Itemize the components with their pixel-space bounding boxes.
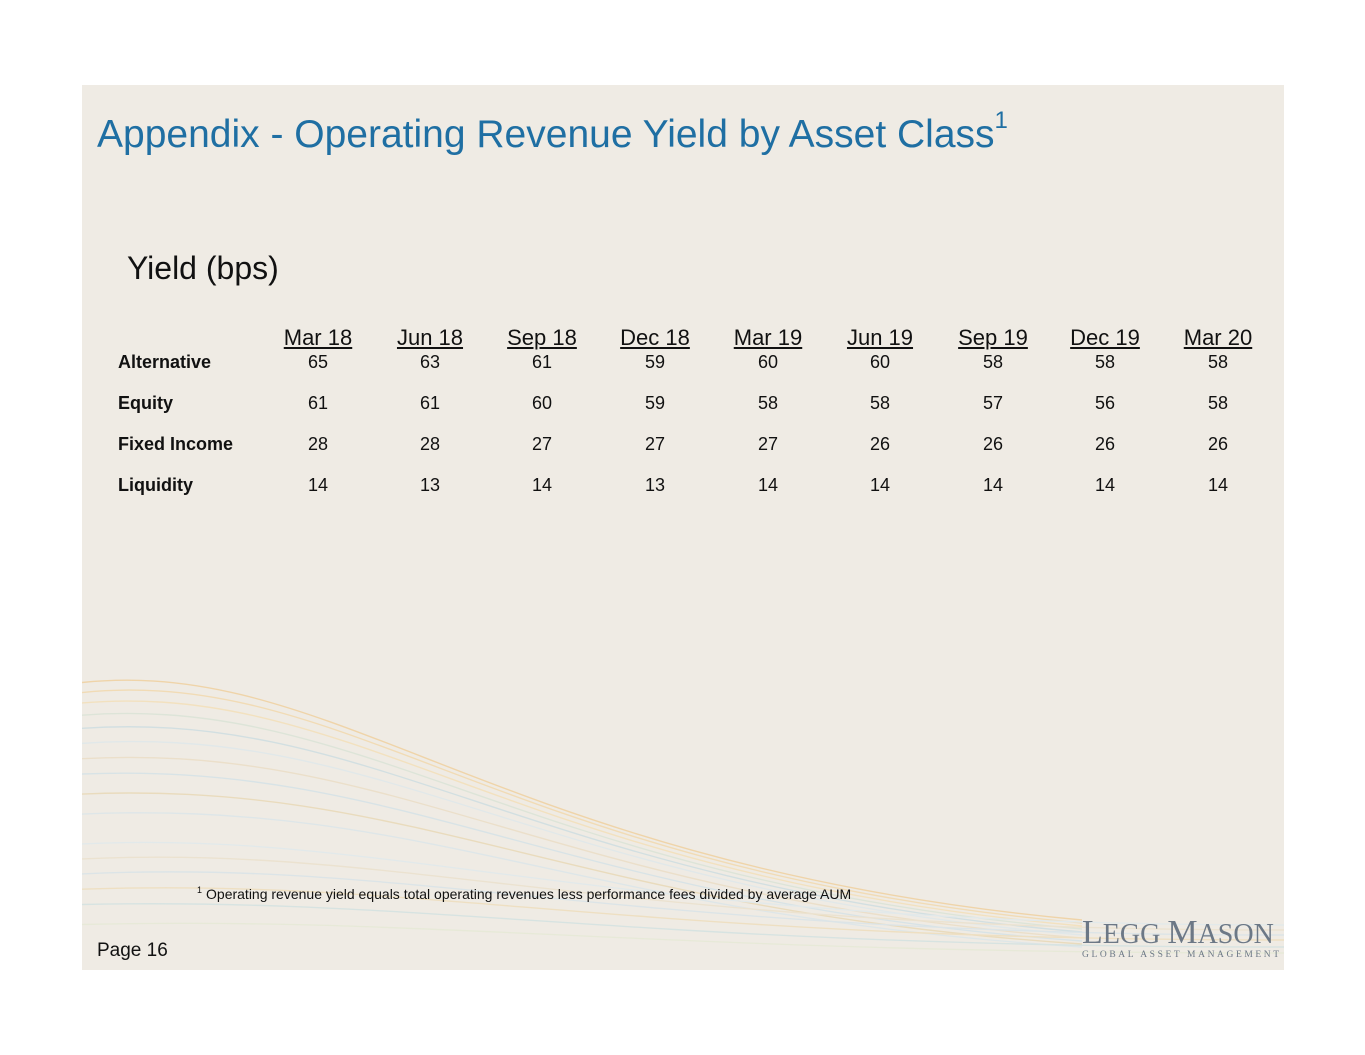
table-cell: 14: [757, 475, 779, 495]
table-cell: 27: [644, 434, 666, 454]
table-cell: 60: [757, 352, 779, 372]
table-cell: 61: [531, 352, 553, 372]
table-cell: 14: [982, 475, 1004, 495]
column-header: Sep 18: [507, 325, 577, 350]
legg-mason-logo: LEGG MASON GLOBAL ASSET MANAGEMENT: [1082, 916, 1282, 961]
table-cell: 14: [1207, 475, 1229, 495]
logo-text-ason: ASON: [1197, 919, 1274, 950]
footnote: 1 Operating revenue yield equals total op…: [197, 885, 852, 902]
table-cell: 58: [1207, 393, 1229, 413]
row-label: Equity: [118, 393, 174, 413]
table-cell: 27: [757, 434, 779, 454]
row-label: Liquidity: [118, 475, 193, 495]
table-cell: 26: [869, 434, 891, 454]
footnote-text: Operating revenue yield equals total ope…: [206, 886, 852, 902]
table-cell: 14: [307, 475, 329, 495]
table-header-row: Mar 18 Jun 18 Sep 18 Dec 18 Mar 19 Jun 1…: [118, 325, 1278, 350]
table-cell: 13: [419, 475, 441, 495]
column-header: Mar 20: [1183, 325, 1253, 350]
table-cell: 14: [869, 475, 891, 495]
column-header: Jun 19: [846, 325, 914, 350]
logo-text-egg: EGG: [1102, 919, 1161, 950]
page-number: Page 16: [97, 940, 168, 961]
table-cell: 63: [419, 352, 441, 372]
decorative-swoosh: [82, 679, 1284, 954]
table-subtitle: Yield (bps): [127, 250, 279, 286]
table-cell: 65: [307, 352, 329, 372]
column-header: Sep 19: [958, 325, 1028, 350]
table-cell: 59: [644, 352, 666, 372]
table-row: Fixed Income 28 28 27 27 27 26 26 26 26: [118, 434, 1278, 458]
table-cell: 60: [869, 352, 891, 372]
column-header: Mar 19: [733, 325, 803, 350]
table-cell: 58: [1207, 352, 1229, 372]
table-cell: 13: [644, 475, 666, 495]
page-title-text: Appendix - Operating Revenue Yield by As…: [97, 113, 995, 156]
table-cell: 58: [982, 352, 1004, 372]
yield-table: Mar 18 Jun 18 Sep 18 Dec 18 Mar 19 Jun 1…: [118, 325, 1278, 499]
table-cell: 58: [869, 393, 891, 413]
table-cell: 56: [1094, 393, 1116, 413]
logo-tagline: GLOBAL ASSET MANAGEMENT: [1082, 950, 1282, 960]
column-header: Dec 19: [1070, 325, 1140, 350]
logo-wordmark: LEGG MASON: [1082, 916, 1274, 950]
table-cell: 58: [757, 393, 779, 413]
table-cell: 28: [307, 434, 329, 454]
table-row: Equity 61 61 60 59 58 58 57 56 58: [118, 393, 1278, 417]
column-header: Mar 18: [283, 325, 353, 350]
column-header: Jun 18: [396, 325, 464, 350]
footnote-marker: 1: [197, 885, 203, 895]
table-row: Liquidity 14 13 14 13 14 14 14 14 14: [118, 475, 1278, 499]
table-cell: 61: [307, 393, 329, 413]
column-header: Dec 18: [620, 325, 690, 350]
row-label: Fixed Income: [118, 434, 234, 454]
table-cell: 26: [1207, 434, 1229, 454]
table-cell: 59: [644, 393, 666, 413]
table-cell: 14: [1094, 475, 1116, 495]
table-cell: 61: [419, 393, 441, 413]
table-cell: 57: [982, 393, 1004, 413]
logo-initial-m: M: [1167, 914, 1198, 951]
table-cell: 28: [419, 434, 441, 454]
table-cell: 60: [531, 393, 553, 413]
slide-background: [82, 85, 1284, 970]
row-label: Alternative: [118, 352, 212, 372]
table-cell: 26: [1094, 434, 1116, 454]
table-row: Alternative 65 63 61 59 60 60 58 58 58: [118, 352, 1278, 376]
table-cell: 58: [1094, 352, 1116, 372]
logo-initial-l: L: [1082, 914, 1103, 951]
title-footnote-marker: 1: [994, 107, 1008, 134]
table-cell: 27: [531, 434, 553, 454]
page-title: Appendix - Operating Revenue Yield by As…: [97, 107, 1008, 157]
table-cell: 14: [531, 475, 553, 495]
table-cell: 26: [982, 434, 1004, 454]
